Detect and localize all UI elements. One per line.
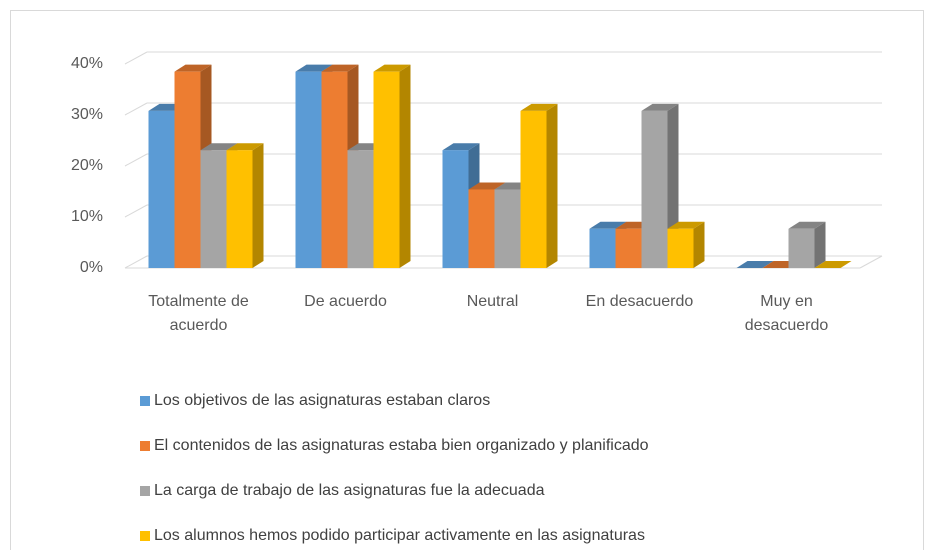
bar-side	[814, 221, 826, 268]
bar	[226, 143, 264, 268]
bar-top	[589, 221, 627, 229]
bar-top	[373, 64, 411, 72]
bar-front	[788, 228, 815, 268]
legend-item: La carga de trabajo de las asignaturas f…	[140, 468, 649, 513]
grid-depth-line	[124, 51, 148, 65]
bar-front	[200, 150, 227, 268]
legend-swatch	[140, 440, 150, 451]
legend-item: Los alumnos hemos podido participar acti…	[140, 513, 649, 550]
x-tick-label: Totalmente de acuerdo	[148, 293, 249, 334]
bar-top	[788, 221, 826, 229]
bar-front	[667, 228, 694, 268]
bar	[736, 261, 774, 268]
grid-depth-line	[124, 153, 148, 167]
grid-depth-line	[124, 204, 148, 218]
bar-front	[468, 189, 495, 268]
bar-top	[468, 182, 506, 190]
x-tick-label: Muy en desacuerdo	[744, 293, 829, 334]
bar-front	[226, 150, 253, 268]
bar-front	[148, 110, 175, 268]
bar-side	[693, 221, 705, 268]
legend: Los objetivos de las asignaturas estaban…	[140, 378, 649, 550]
bar-front	[615, 228, 642, 268]
bar	[788, 221, 826, 268]
chart-frame	[10, 10, 924, 550]
legend-label: La carga de trabajo de las asignaturas f…	[154, 481, 545, 499]
bar-top	[226, 143, 264, 151]
y-tick-label: 40%	[71, 55, 103, 72]
legend-label: Los objetivos de las asignaturas estaban…	[154, 391, 491, 409]
bar	[373, 64, 411, 269]
x-tick-label: Neutral	[466, 293, 519, 310]
legend-swatch	[140, 395, 150, 406]
bar-top	[295, 64, 333, 72]
y-tick-label: 30%	[71, 106, 103, 123]
bar-front	[174, 71, 201, 269]
x-tick-label: De acuerdo	[304, 293, 387, 310]
bar-front	[347, 150, 374, 268]
floor-right	[859, 255, 883, 269]
legend-item: Los objetivos de las asignaturas estaban…	[140, 378, 649, 423]
bar-top	[667, 221, 705, 229]
bar-top	[321, 64, 359, 72]
bar-top	[520, 103, 558, 111]
legend-item: El contenidos de las asignaturas estaba …	[140, 423, 649, 468]
y-tick-label: 10%	[71, 208, 103, 225]
bar-front	[442, 150, 469, 268]
bar-side	[399, 64, 411, 269]
bar	[641, 103, 679, 268]
bar	[814, 261, 852, 268]
bar-front	[520, 110, 547, 268]
legend-label: El contenidos de las asignaturas estaba …	[154, 436, 649, 454]
grid-depth-line	[124, 102, 148, 116]
bar-top	[442, 143, 480, 151]
y-tick-label: 0%	[80, 259, 103, 276]
bar-side	[252, 143, 264, 268]
bar-front	[494, 189, 521, 268]
bar	[520, 103, 558, 268]
bar-front	[589, 228, 616, 268]
x-tick-label: En desacuerdo	[585, 293, 694, 310]
y-tick-label: 20%	[71, 157, 103, 174]
bar-front	[321, 71, 348, 269]
legend-swatch	[140, 485, 150, 496]
legend-swatch	[140, 530, 150, 541]
bar-front	[295, 71, 322, 269]
legend-label: Los alumnos hemos podido participar acti…	[154, 526, 645, 544]
bar-front	[641, 110, 668, 268]
bar	[667, 221, 705, 268]
grid-depth-line	[124, 255, 148, 269]
bar-top	[736, 261, 774, 268]
bar-top	[174, 64, 212, 72]
bar-side	[546, 103, 558, 268]
bar-top	[641, 103, 679, 111]
bar-front	[373, 71, 400, 269]
bar-top	[200, 143, 238, 151]
bar-top	[814, 261, 852, 268]
